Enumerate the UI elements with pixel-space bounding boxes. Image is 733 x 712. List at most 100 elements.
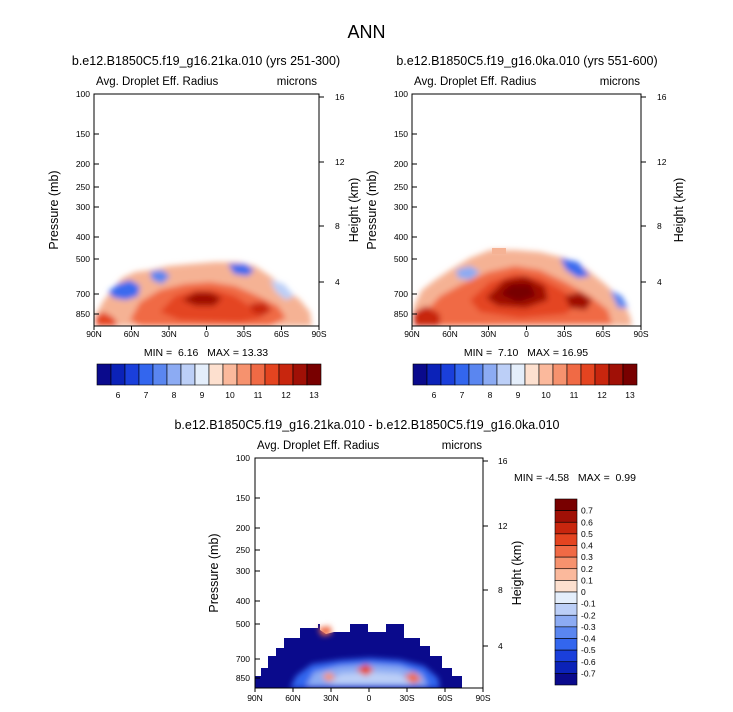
y-tick-label: 400 <box>394 232 408 242</box>
field-layer <box>270 280 294 300</box>
colorbar-box <box>278 363 294 386</box>
colorbar-label: -0.7 <box>581 668 596 678</box>
x-tick-label: 30S <box>399 693 414 703</box>
colorbar-box <box>412 363 428 386</box>
field-layer <box>404 672 422 684</box>
y-tick-label: 400 <box>76 232 90 242</box>
units-label: microns <box>600 76 641 88</box>
x-tick-label: 90N <box>404 329 420 339</box>
colorbar-box <box>554 591 578 604</box>
colorbar-label: 0.7 <box>581 506 593 516</box>
y-right-tick-label: 12 <box>498 521 508 531</box>
field-layer <box>322 672 336 682</box>
colorbar-label: 12 <box>281 390 291 400</box>
y-right-axis-label: Height (km) <box>672 178 686 243</box>
colorbar-difference: 0.70.60.50.40.30.20.10-0.1-0.2-0.3-0.4-0… <box>554 498 596 686</box>
y-right-tick-label: 16 <box>498 456 508 466</box>
heatmap-field <box>414 248 632 326</box>
y-right-tick-label: 4 <box>498 641 503 651</box>
axis-ticks: 90N 60N 30N 0 30S 60S 90S 100 150 200 25… <box>76 89 345 339</box>
colorbar-box <box>236 363 252 386</box>
colorbar-label: 9 <box>200 390 205 400</box>
colorbar-box <box>180 363 196 386</box>
y-tick-label: 400 <box>236 596 250 606</box>
colorbar-label: 6 <box>116 390 121 400</box>
y-tick-label: 150 <box>236 493 250 503</box>
colorbar-box <box>524 363 540 386</box>
colorbar-box <box>538 363 554 386</box>
colorbar-label: 0.4 <box>581 541 593 551</box>
heatmap-field <box>255 624 462 688</box>
y-right-tick-label: 12 <box>335 157 345 167</box>
colorbar-label: 13 <box>309 390 319 400</box>
colorbar-label: -0.3 <box>581 622 596 632</box>
colorbar-box <box>194 363 210 386</box>
panel-title: b.e12.B1850C5.f19_g16.0ka.010 (yrs 551-6… <box>396 54 657 68</box>
colorbar-box <box>566 363 582 386</box>
colorbar-box <box>554 556 578 570</box>
colorbar-box <box>554 568 578 581</box>
x-tick-label: 0 <box>367 693 372 703</box>
y-tick-label: 250 <box>76 182 90 192</box>
y-tick-label: 850 <box>236 673 250 683</box>
colorbar-label: -0.2 <box>581 610 596 620</box>
colorbar-box <box>208 363 224 386</box>
y-right-tick-label: 12 <box>657 157 667 167</box>
colorbar-label: 0.1 <box>581 575 593 585</box>
colorbar-box <box>580 363 596 386</box>
colorbar-box <box>510 363 526 386</box>
colorbar-box <box>138 363 154 386</box>
field-layer <box>500 284 536 302</box>
field-layer <box>182 292 222 306</box>
figure-title: ANN <box>347 22 385 42</box>
colorbar-box <box>554 521 578 535</box>
x-tick-label: 60S <box>437 693 452 703</box>
colorbar-box <box>552 363 568 386</box>
y-tick-label: 500 <box>76 254 90 264</box>
colorbar-label: 0.2 <box>581 564 593 574</box>
y-axis-label: Pressure (mb) <box>47 170 61 249</box>
colorbar-box <box>96 363 112 386</box>
y-tick-label: 700 <box>394 289 408 299</box>
colorbar-label: 13 <box>625 390 635 400</box>
y-tick-label: 850 <box>76 309 90 319</box>
colorbar-label: 0 <box>581 587 586 597</box>
colorbar-box <box>554 649 578 663</box>
y-tick-label: 300 <box>236 566 250 576</box>
field-contours <box>96 262 312 326</box>
y-right-tick-label: 8 <box>657 221 662 231</box>
cloud-block <box>492 248 506 254</box>
colorbar-box <box>554 510 578 523</box>
min-max-text: MIN = 6.16 MAX = 13.33 <box>144 347 268 359</box>
colorbar-box <box>166 363 182 386</box>
colorbar-box <box>554 626 578 639</box>
y-axis-label: Pressure (mb) <box>207 533 221 612</box>
variable-label: Avg. Droplet Eff. Radius <box>96 76 219 88</box>
colorbar-box <box>554 638 578 651</box>
y-tick-label: 150 <box>76 129 90 139</box>
field-layer <box>318 626 332 636</box>
colorbar-box <box>124 363 140 386</box>
y-tick-label: 150 <box>394 129 408 139</box>
x-tick-label: 90S <box>633 329 648 339</box>
y-tick-label: 100 <box>236 453 250 463</box>
colorbar-box <box>608 363 624 386</box>
y-tick-label: 850 <box>394 309 408 319</box>
colorbar-box <box>468 363 484 386</box>
x-tick-label: 60N <box>442 329 458 339</box>
field-contours <box>414 250 632 326</box>
colorbar-box <box>554 614 578 628</box>
field-layer <box>150 270 170 284</box>
colorbar-label: -0.5 <box>581 645 596 655</box>
x-tick-label: 30N <box>481 329 497 339</box>
colorbar-label: 8 <box>172 390 177 400</box>
field-layer <box>356 664 374 676</box>
colorbar-label: -0.4 <box>581 634 596 644</box>
colorbar-box <box>292 363 308 386</box>
min-max-text: MIN = -4.58 MAX = 0.99 <box>514 472 636 484</box>
colorbar-box <box>440 363 456 386</box>
y-right-axis-label: Height (km) <box>510 541 524 606</box>
panel-title: b.e12.B1850C5.f19_g16.21ka.010 - b.e12.B… <box>174 418 559 432</box>
x-tick-label: 0 <box>524 329 529 339</box>
x-tick-label: 90N <box>247 693 263 703</box>
